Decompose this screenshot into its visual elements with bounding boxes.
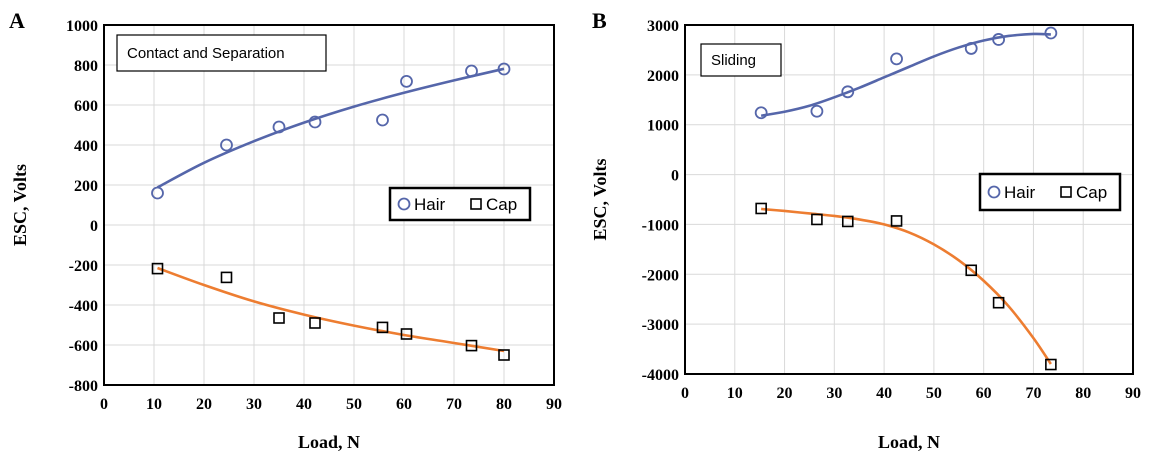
x-axis-title: Load, N (298, 432, 360, 452)
y-tick-label: -800 (69, 378, 98, 395)
y-tick-label: -3000 (642, 317, 679, 334)
legend-hair-label: Hair (414, 195, 446, 214)
x-tick-label: 40 (876, 385, 892, 402)
hair-point (497, 62, 511, 76)
x-tick-label: 40 (296, 396, 312, 413)
cap-fit-line (761, 207, 1052, 365)
x-tick-label: 60 (396, 396, 412, 413)
x-axis-title: Load, N (878, 432, 940, 452)
cap-point (273, 312, 285, 324)
x-tick-label: 10 (146, 396, 162, 413)
hair-point (754, 106, 768, 120)
cap-point (498, 349, 510, 361)
legend-hair-marker (397, 197, 411, 211)
y-tick-label: 1000 (647, 118, 679, 135)
x-tick-label: 10 (727, 385, 743, 402)
cap-point (309, 317, 321, 329)
y-tick-label: 800 (74, 58, 98, 75)
x-tick-label: 50 (926, 385, 942, 402)
hair-point (465, 64, 478, 78)
x-tick-label: 0 (100, 396, 108, 413)
y-tick-label: -2000 (642, 267, 679, 284)
legend-hair-label: Hair (1004, 183, 1036, 202)
cap-point (151, 262, 164, 275)
cap-point (965, 264, 978, 277)
chart-panel-a: 0 10 20 30 40 50 60 70 80 90 -800 -600 -400 -200 0 200 4… (9, 8, 562, 452)
legend-box (978, 172, 1122, 212)
annotation-text: Contact and Separation (127, 45, 285, 62)
annotation-box (700, 43, 782, 77)
x-tick-label: 50 (346, 396, 362, 413)
y-tick-label: 0 (671, 168, 679, 185)
legend-box (388, 186, 532, 222)
hair-point (810, 104, 824, 118)
hair-point (1044, 26, 1058, 40)
cap-fit-line (157, 266, 505, 353)
x-tick-label: 90 (1125, 385, 1141, 402)
legend-cap-label: Cap (1076, 183, 1107, 202)
y-tick-label: 1000 (66, 18, 98, 35)
hair-point (890, 52, 903, 66)
x-tick-label: 70 (446, 396, 462, 413)
y-tick-label: 3000 (647, 18, 679, 35)
cap-point (841, 215, 854, 228)
x-tick-label: 80 (1075, 385, 1091, 402)
cap-point (755, 202, 767, 215)
cap-point (811, 213, 823, 226)
cap-point (890, 215, 903, 227)
x-tick-label: 20 (777, 385, 793, 402)
y-axis-title: ESC, Volts (590, 158, 610, 240)
y-tick-label: 600 (74, 98, 98, 115)
x-tick-label: 30 (826, 385, 842, 402)
x-tick-label: 90 (546, 396, 562, 413)
legend-cap-marker (470, 198, 482, 210)
hair-fit-line (156, 67, 505, 189)
legend-cap-marker (1060, 186, 1072, 198)
y-tick-label: 400 (74, 138, 98, 155)
y-axis-title: ESC, Volts (10, 164, 30, 246)
x-tick-label: 20 (196, 396, 212, 413)
y-tick-label: -400 (69, 298, 98, 315)
y-tick-label: 200 (74, 178, 98, 195)
x-tick-label: 30 (246, 396, 262, 413)
hair-point (841, 85, 855, 99)
x-tick-label: 0 (681, 385, 689, 402)
hair-point (400, 75, 413, 88)
cap-point (1045, 358, 1057, 371)
cap-point (400, 328, 413, 340)
chart-panel-b: 0 10 20 30 40 50 60 70 80 90 -4000 -3000 -2000 -1000 0… (590, 8, 1141, 452)
x-tick-label: 60 (976, 385, 992, 402)
hair-point (376, 113, 389, 127)
y-tick-label: -1000 (642, 217, 679, 234)
y-tick-label: -4000 (642, 367, 679, 384)
cap-point (220, 271, 233, 284)
plot-area-border (103, 24, 555, 386)
x-tick-label: 70 (1025, 385, 1041, 402)
y-tick-label: -600 (69, 338, 98, 355)
cap-point (992, 296, 1005, 309)
plot-area-border (684, 24, 1134, 375)
cap-point (376, 321, 389, 334)
hair-point (220, 138, 233, 152)
hair-point (272, 120, 286, 134)
annotation-text: Sliding (711, 52, 756, 69)
annotation-box (116, 34, 327, 72)
hair-point (151, 186, 164, 200)
y-tick-label: 0 (90, 218, 98, 235)
y-tick-label: 2000 (647, 68, 679, 85)
hair-point (308, 115, 322, 129)
panel-label: B (592, 8, 607, 33)
cap-point (465, 339, 478, 352)
legend-cap-label: Cap (486, 195, 517, 214)
y-tick-label: -200 (69, 258, 98, 275)
x-tick-label: 80 (496, 396, 512, 413)
legend-hair-marker (987, 185, 1001, 199)
hair-point (964, 42, 978, 55)
hair-fit-line (760, 32, 1051, 118)
hair-point (992, 33, 1005, 46)
panel-label: A (9, 8, 25, 33)
